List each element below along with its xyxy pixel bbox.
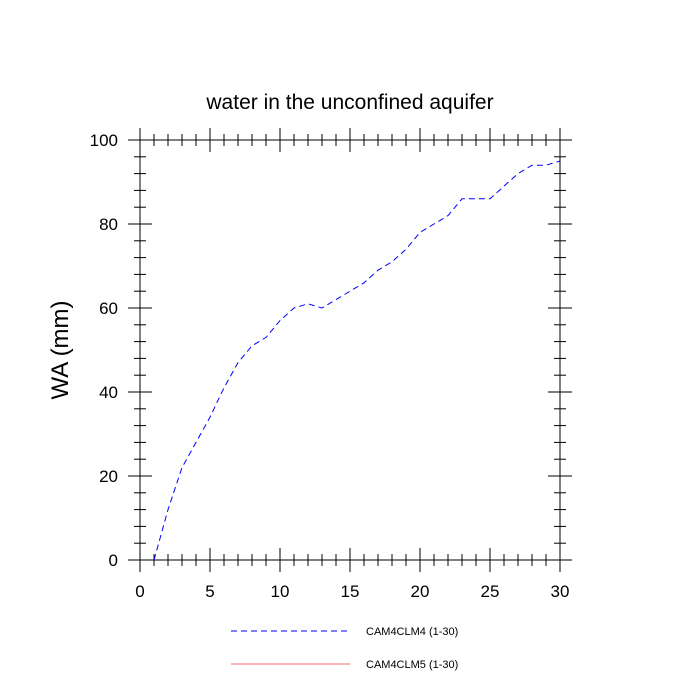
y-tick-label: 40	[99, 383, 118, 402]
x-tick-label: 20	[411, 582, 430, 601]
y-tick-label: 100	[90, 131, 118, 150]
x-tick-label: 0	[135, 582, 144, 601]
legend-label-2: CAM4CLM5 (1-30)	[366, 659, 458, 671]
y-axis-label: WA (mm)	[47, 300, 74, 399]
y-tick-label: 80	[99, 215, 118, 234]
y-tick-label: 60	[99, 299, 118, 318]
tick-labels: 0 5 10 15 20 25 30 0 20 40 60 80 100	[90, 131, 570, 601]
x-tick-label: 5	[205, 582, 214, 601]
plot-frame	[139, 139, 561, 561]
series-line-1	[153, 160, 561, 561]
x-tick-label: 30	[551, 582, 570, 601]
legend-label-1: CAM4CLM4 (1-30)	[366, 626, 458, 638]
x-tick-label: 10	[271, 582, 290, 601]
x-tick-label: 15	[341, 582, 360, 601]
chart-title: water in the unconfined aquifer	[205, 91, 493, 114]
x-tick-label: 25	[481, 582, 500, 601]
y-tick-label: 0	[109, 551, 118, 570]
legend: CAM4CLM4 (1-30) CAM4CLM5 (1-30)	[231, 626, 458, 671]
y-tick-label: 20	[99, 467, 118, 486]
